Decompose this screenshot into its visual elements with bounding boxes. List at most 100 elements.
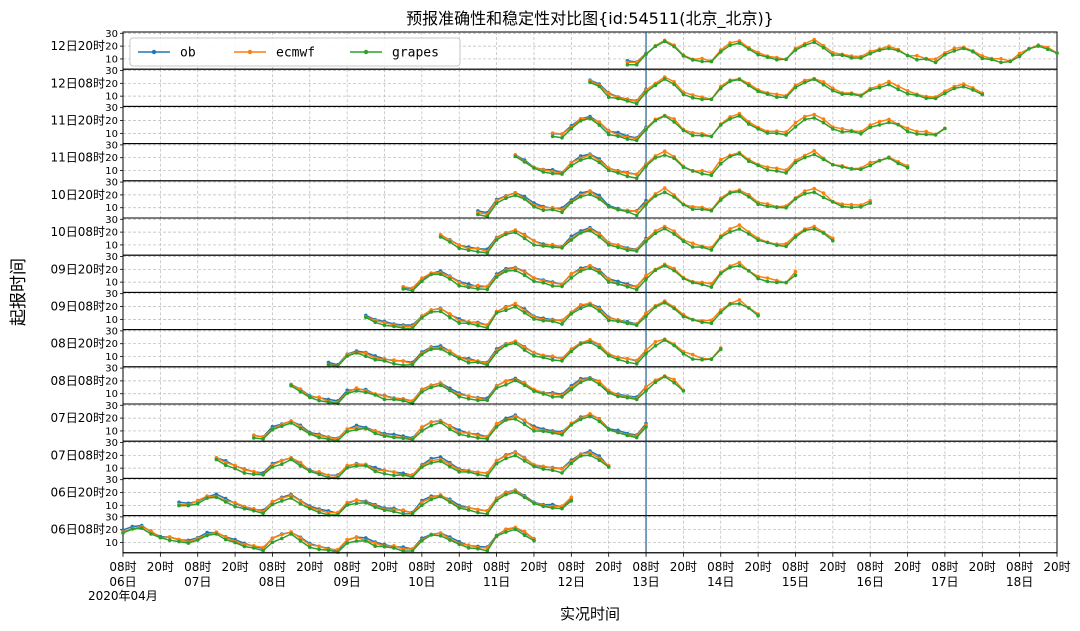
data-point-grapes bbox=[672, 268, 676, 273]
row-label: 07日20时 bbox=[50, 411, 105, 425]
data-point-grapes bbox=[522, 160, 527, 164]
data-point-grapes bbox=[522, 459, 527, 463]
row-frame bbox=[122, 366, 1058, 405]
data-point-grapes bbox=[308, 506, 312, 511]
data-point-grapes bbox=[466, 397, 471, 401]
data-point-grapes bbox=[690, 357, 695, 361]
data-point-grapes bbox=[420, 429, 424, 433]
data-point-grapes bbox=[588, 266, 592, 271]
data-point-grapes bbox=[317, 510, 321, 515]
data-point-grapes bbox=[728, 230, 732, 234]
data-point-grapes bbox=[634, 362, 639, 366]
data-point-ecmwf bbox=[550, 242, 555, 247]
data-point-grapes bbox=[569, 238, 574, 242]
data-point-grapes bbox=[625, 209, 630, 214]
data-point-grapes bbox=[597, 419, 602, 424]
data-point-grapes bbox=[588, 116, 592, 121]
y-tick-label: 30 bbox=[105, 66, 118, 77]
data-point-grapes bbox=[541, 280, 546, 285]
data-point-ecmwf bbox=[289, 493, 293, 498]
data-point-ecmwf bbox=[513, 191, 518, 195]
data-point-grapes bbox=[569, 387, 574, 392]
data-point-grapes bbox=[700, 358, 704, 362]
x-tick-date-label: 16日 bbox=[857, 575, 884, 589]
data-point-grapes bbox=[905, 165, 910, 170]
data-point-grapes bbox=[784, 171, 788, 175]
data-point-grapes bbox=[662, 264, 667, 268]
data-point-grapes bbox=[466, 360, 471, 365]
data-point-ecmwf bbox=[382, 468, 387, 473]
data-point-grapes bbox=[541, 392, 546, 396]
data-point-grapes bbox=[849, 56, 854, 60]
data-point-ecmwf bbox=[765, 276, 770, 280]
data-point-grapes bbox=[494, 238, 499, 242]
data-point-grapes bbox=[775, 57, 779, 62]
data-point-grapes bbox=[1017, 54, 1022, 59]
y-tick-label: 20 bbox=[105, 376, 118, 387]
data-point-grapes bbox=[644, 164, 648, 168]
data-point-grapes bbox=[532, 166, 536, 170]
data-point-grapes bbox=[700, 207, 704, 212]
x-tick-label: 08时 bbox=[184, 560, 211, 574]
data-point-grapes bbox=[840, 92, 844, 96]
row-label: 09日20时 bbox=[50, 262, 105, 276]
data-point-grapes bbox=[466, 508, 471, 512]
data-point-grapes bbox=[429, 347, 434, 352]
data-point-ecmwf bbox=[532, 426, 536, 431]
x-tick-label: 08时 bbox=[1006, 560, 1033, 574]
data-point-grapes bbox=[401, 363, 406, 368]
data-point-ecmwf bbox=[298, 460, 303, 465]
data-point-grapes bbox=[485, 251, 490, 255]
y-tick-label: 20 bbox=[105, 302, 118, 313]
data-point-grapes bbox=[522, 273, 527, 278]
data-point-grapes bbox=[364, 390, 368, 395]
data-point-grapes bbox=[756, 52, 760, 57]
data-point-grapes bbox=[821, 157, 826, 162]
data-point-ecmwf bbox=[317, 395, 321, 400]
data-point-grapes bbox=[541, 355, 546, 360]
series-line-ob bbox=[552, 115, 647, 139]
data-point-grapes bbox=[354, 427, 359, 432]
data-point-grapes bbox=[616, 134, 620, 138]
data-point-grapes bbox=[214, 532, 219, 536]
data-point-grapes bbox=[821, 45, 826, 50]
data-point-grapes bbox=[961, 84, 966, 89]
x-tick-label: 08时 bbox=[558, 560, 585, 574]
data-point-grapes bbox=[578, 269, 583, 273]
data-point-grapes bbox=[270, 502, 275, 507]
data-point-grapes bbox=[382, 434, 387, 439]
data-point-ecmwf bbox=[803, 189, 807, 193]
data-point-ecmwf bbox=[569, 272, 574, 276]
data-point-grapes bbox=[494, 425, 499, 429]
data-point-grapes bbox=[420, 539, 424, 543]
data-point-grapes bbox=[859, 167, 863, 172]
data-point-grapes bbox=[578, 342, 583, 346]
data-point-grapes bbox=[354, 501, 359, 506]
data-point-grapes bbox=[644, 202, 648, 207]
data-point-grapes bbox=[186, 541, 191, 545]
data-point-grapes bbox=[476, 212, 480, 217]
x-tick-date-label: 14日 bbox=[707, 575, 734, 589]
data-point-grapes bbox=[354, 389, 359, 393]
data-point-grapes bbox=[261, 511, 265, 516]
data-point-grapes bbox=[438, 272, 443, 277]
data-point-grapes bbox=[242, 544, 247, 549]
data-point-ecmwf bbox=[877, 119, 882, 124]
x-tick-label: 08时 bbox=[259, 560, 286, 574]
data-point-grapes bbox=[606, 243, 611, 247]
data-point-grapes bbox=[634, 213, 639, 218]
data-point-ecmwf bbox=[999, 57, 1003, 61]
data-point-ecmwf bbox=[597, 379, 602, 384]
data-point-grapes bbox=[476, 250, 480, 254]
data-point-grapes bbox=[653, 305, 658, 309]
data-point-grapes bbox=[532, 501, 536, 506]
y-tick-label: 20 bbox=[105, 228, 118, 239]
data-point-grapes bbox=[896, 87, 900, 92]
y-tick-label: 30 bbox=[105, 438, 118, 449]
series-line-ecmwf bbox=[178, 489, 572, 515]
data-point-grapes bbox=[747, 159, 751, 163]
